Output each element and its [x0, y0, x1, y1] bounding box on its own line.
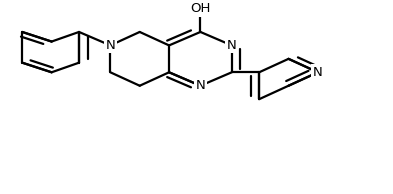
Text: N: N: [196, 79, 205, 92]
Text: OH: OH: [190, 2, 211, 15]
Text: N: N: [227, 39, 237, 52]
Text: N: N: [105, 39, 115, 52]
Text: N: N: [313, 66, 323, 79]
